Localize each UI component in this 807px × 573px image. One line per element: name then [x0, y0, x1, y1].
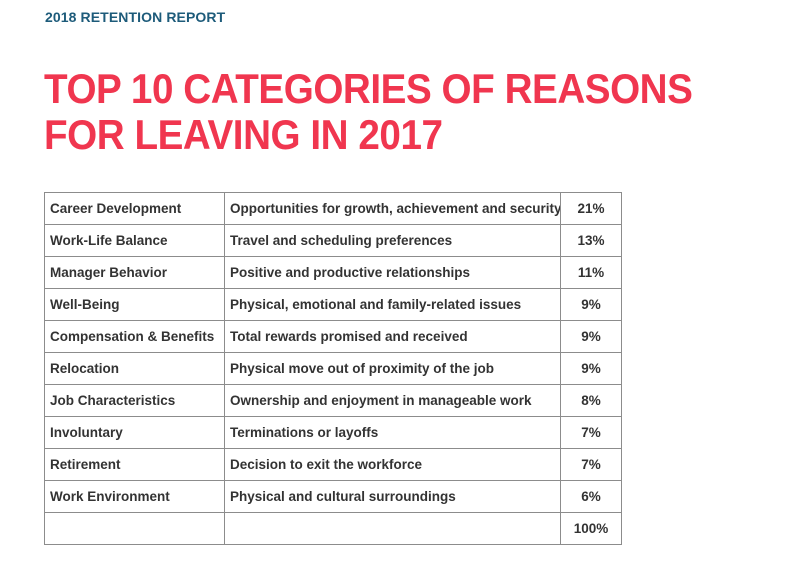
reasons-table: Career Development Opportunities for gro… [44, 192, 622, 545]
table-row: Career Development Opportunities for gro… [44, 192, 622, 225]
description-cell: Physical move out of proximity of the jo… [224, 352, 561, 385]
table-row: Relocation Physical move out of proximit… [44, 352, 622, 385]
category-cell: Job Characteristics [44, 384, 225, 417]
total-row: 100% [44, 512, 622, 545]
percent-cell: 7% [560, 416, 622, 449]
percent-cell: 9% [560, 352, 622, 385]
percent-cell: 9% [560, 320, 622, 353]
table-row: Manager Behavior Positive and productive… [44, 256, 622, 289]
table-row: Work Environment Physical and cultural s… [44, 480, 622, 513]
description-cell: Travel and scheduling preferences [224, 224, 561, 257]
category-cell: Work-Life Balance [44, 224, 225, 257]
percent-cell: 7% [560, 448, 622, 481]
category-cell: Retirement [44, 448, 225, 481]
category-cell: Work Environment [44, 480, 225, 513]
percent-cell: 9% [560, 288, 622, 321]
percent-cell: 13% [560, 224, 622, 257]
description-cell: Decision to exit the workforce [224, 448, 561, 481]
percent-cell: 8% [560, 384, 622, 417]
total-description-cell [224, 512, 561, 545]
table-row: Retirement Decision to exit the workforc… [44, 448, 622, 481]
category-cell: Well-Being [44, 288, 225, 321]
percent-cell: 21% [560, 192, 622, 225]
category-cell: Compensation & Benefits [44, 320, 225, 353]
page-title: TOP 10 CATEGORIES OF REASONS FOR LEAVING… [44, 66, 706, 158]
total-category-cell [44, 512, 225, 545]
description-cell: Terminations or layoffs [224, 416, 561, 449]
description-cell: Opportunities for growth, achievement an… [224, 192, 561, 225]
table-row: Well-Being Physical, emotional and famil… [44, 288, 622, 321]
table-row: Work-Life Balance Travel and scheduling … [44, 224, 622, 257]
page-title-line-1: TOP 10 CATEGORIES OF REASONS [44, 65, 693, 112]
description-cell: Positive and productive relationships [224, 256, 561, 289]
page-title-line-2: FOR LEAVING IN 2017 [44, 111, 443, 158]
description-cell: Total rewards promised and received [224, 320, 561, 353]
category-cell: Career Development [44, 192, 225, 225]
category-cell: Involuntary [44, 416, 225, 449]
description-cell: Physical and cultural surroundings [224, 480, 561, 513]
total-percent-cell: 100% [560, 512, 622, 545]
description-cell: Physical, emotional and family-related i… [224, 288, 561, 321]
table-row: Job Characteristics Ownership and enjoym… [44, 384, 622, 417]
table-row: Involuntary Terminations or layoffs 7% [44, 416, 622, 449]
percent-cell: 11% [560, 256, 622, 289]
category-cell: Manager Behavior [44, 256, 225, 289]
percent-cell: 6% [560, 480, 622, 513]
report-label: 2018 RETENTION REPORT [45, 9, 226, 25]
category-cell: Relocation [44, 352, 225, 385]
table-row: Compensation & Benefits Total rewards pr… [44, 320, 622, 353]
description-cell: Ownership and enjoyment in manageable wo… [224, 384, 561, 417]
